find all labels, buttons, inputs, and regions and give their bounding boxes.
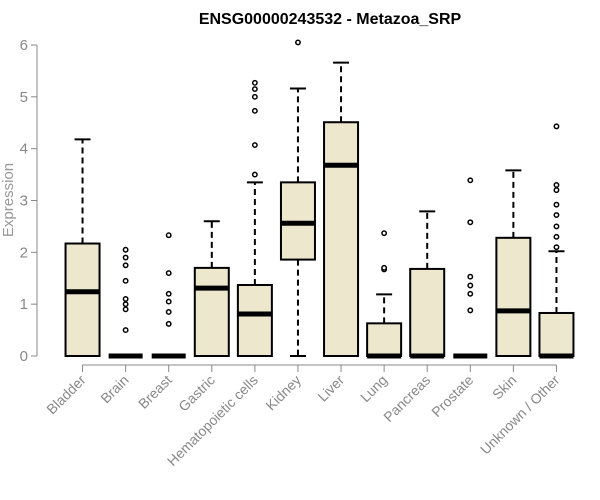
outlier-point — [251, 107, 258, 114]
x-tick-label: Skin — [489, 372, 520, 403]
outlier-point — [122, 296, 129, 302]
outlier-point — [165, 290, 172, 297]
y-tick-label: 4 — [20, 141, 28, 158]
outlier-point — [467, 273, 474, 280]
box — [366, 322, 403, 357]
outlier-point — [553, 212, 560, 218]
box — [495, 236, 532, 358]
x-tick-label: Lung — [357, 372, 390, 405]
outlier-point — [122, 306, 129, 313]
x-tick-label: Brain — [97, 372, 131, 406]
y-tick-label: 1 — [20, 296, 28, 313]
outlier-point — [553, 182, 560, 188]
box — [193, 266, 230, 357]
box-group-skin — [495, 169, 532, 358]
outlier-point — [122, 246, 129, 253]
outlier-point — [251, 86, 258, 93]
outlier-point — [122, 301, 129, 308]
outlier-point — [165, 298, 172, 305]
box-group-gastric — [193, 220, 230, 357]
outlier-point — [381, 264, 388, 271]
outlier-point — [553, 223, 560, 230]
x-tick-label: Bladder — [43, 372, 89, 418]
box-group-liver — [323, 61, 360, 357]
box — [236, 283, 273, 358]
y-axis-label: Expression — [0, 163, 17, 237]
outlier-point — [467, 219, 474, 226]
outlier-point — [122, 254, 129, 261]
box-group-brain — [108, 246, 143, 359]
outlier-point — [165, 270, 172, 277]
y-tick-label: 5 — [20, 89, 28, 106]
outlier-point — [251, 93, 258, 100]
outlier-point — [553, 187, 560, 194]
outlier-point — [122, 327, 129, 334]
outlier-point — [467, 290, 474, 297]
outlier-point — [553, 201, 560, 208]
box-group-kidney — [279, 39, 316, 357]
y-axis: 0 1 2 3 4 5 6 — [20, 37, 38, 365]
y-tick-label: 2 — [20, 244, 28, 261]
y-tick-label: 6 — [20, 37, 28, 54]
x-tick-label: Pancreas — [380, 372, 433, 425]
box-group-pancreas — [409, 210, 446, 359]
outlier-point — [165, 232, 172, 239]
outlier-point — [553, 233, 560, 240]
outlier-point — [467, 282, 474, 289]
outlier-point — [122, 277, 129, 284]
outlier-point — [251, 79, 258, 86]
x-tick-label: Unknown / Other — [477, 372, 563, 458]
outlier-point — [251, 142, 258, 148]
box-group-unknown-other — [538, 123, 575, 359]
outlier-point — [251, 171, 258, 178]
outlier-point — [295, 39, 301, 46]
chart-title: ENSG00000243532 - Metazoa_SRP — [199, 11, 462, 28]
outlier-point — [122, 262, 129, 269]
plot-area — [64, 39, 575, 359]
box — [538, 311, 575, 357]
box — [409, 267, 446, 358]
box-group-hematopoietic-cells — [236, 79, 273, 358]
outlier-point — [467, 307, 474, 314]
x-tick-label: Breast — [135, 372, 175, 412]
x-tick-label: Prostate — [428, 372, 476, 420]
x-tick-label: Gastric — [175, 372, 218, 415]
outlier-point — [553, 244, 560, 251]
box-group-lung — [366, 230, 403, 359]
outlier-point — [165, 320, 172, 327]
box — [64, 242, 101, 357]
outlier-point — [165, 308, 172, 315]
x-tick-label: Kidney — [262, 372, 304, 414]
outlier-point — [381, 230, 388, 237]
outlier-point — [467, 177, 474, 184]
y-tick-label: 3 — [20, 193, 28, 210]
outlier-point — [553, 123, 560, 130]
y-tick-label: 0 — [20, 348, 28, 365]
box-group-breast — [151, 232, 186, 359]
box — [323, 121, 360, 357]
x-tick-label: Liver — [314, 372, 347, 405]
box-group-bladder — [64, 138, 101, 357]
box-group-prostate — [453, 177, 488, 359]
